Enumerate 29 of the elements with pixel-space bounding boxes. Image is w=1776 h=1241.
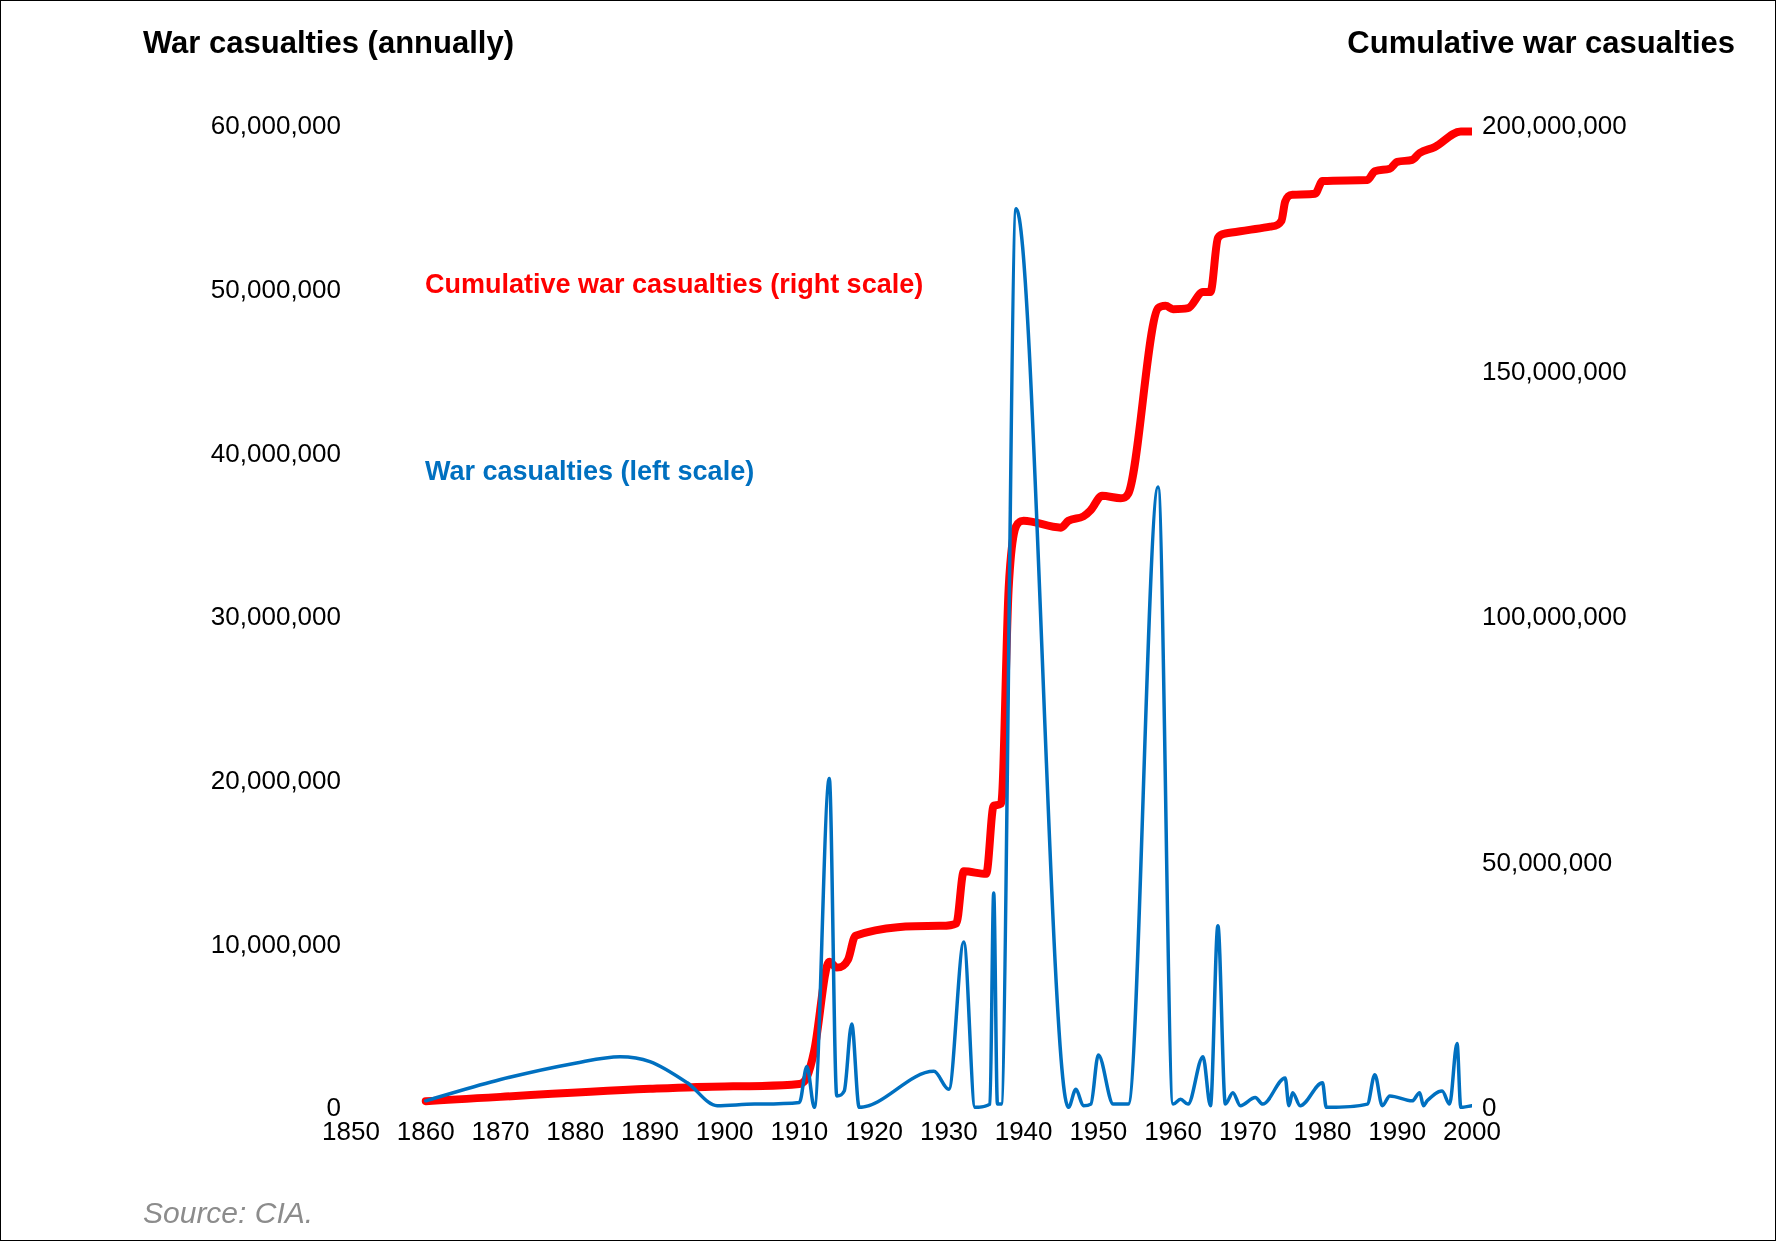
x-tick-label: 1860 [396, 1115, 455, 1146]
x-tick-label: 1900 [695, 1115, 754, 1146]
y-tick-label: 60,000,000 [210, 110, 341, 141]
text: Cumulative war casualties (right scale) [425, 269, 924, 300]
y2-axis-title: Cumulative war casualties [1347, 24, 1735, 60]
y2-tick-label: 150,000,000 [1482, 355, 1627, 386]
x-tick-label: 1870 [471, 1115, 530, 1146]
x-tick-label: 1910 [770, 1115, 829, 1146]
y-tick-label: 40,000,000 [210, 437, 341, 468]
x-tick-label: 1890 [621, 1115, 679, 1146]
x-tick-label: 1930 [919, 1115, 978, 1146]
source-note: Source: CIA. [143, 1196, 314, 1230]
y-tick-label: 50,000,000 [210, 273, 341, 304]
x-tick-label: 1980 [1293, 1115, 1352, 1146]
y-tick-label: 20,000,000 [210, 764, 341, 795]
y-tick-label: 30,000,000 [210, 601, 341, 632]
x-tick-label: 1940 [994, 1115, 1053, 1146]
x-tick-label: 1920 [845, 1115, 904, 1146]
y-tick-label: 10,000,000 [210, 928, 341, 959]
x-tick-label: 1950 [1069, 1115, 1128, 1146]
y2-tick-label: 100,000,000 [1482, 601, 1627, 632]
x-tick-label: 1880 [546, 1115, 605, 1146]
y-axis-title: War casualties (annually) [143, 24, 514, 60]
x-tick-label: 1970 [1218, 1115, 1277, 1146]
text: War casualties (left scale) [425, 456, 755, 487]
y2-tick-label: 50,000,000 [1482, 846, 1613, 877]
y2-tick-label: 200,000,000 [1482, 110, 1627, 141]
x-tick-label: 1990 [1368, 1115, 1427, 1146]
x-tick-label: 1960 [1144, 1115, 1202, 1146]
